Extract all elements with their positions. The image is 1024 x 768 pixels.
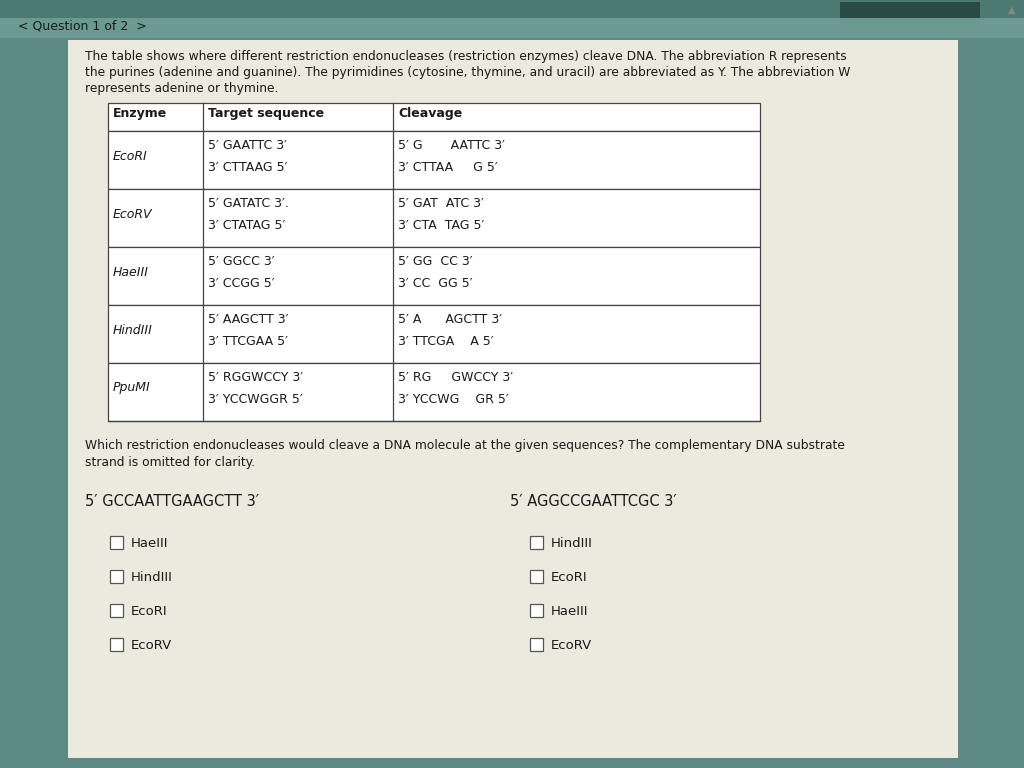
Text: HaeIII: HaeIII xyxy=(113,266,150,279)
Text: 5′ G       AATTC 3′: 5′ G AATTC 3′ xyxy=(398,139,505,152)
Text: 5′ AGGCCGAATTCGC 3′: 5′ AGGCCGAATTCGC 3′ xyxy=(510,494,677,509)
Text: 3′ TTCGA    A 5′: 3′ TTCGA A 5′ xyxy=(398,335,494,348)
Text: strand is omitted for clarity.: strand is omitted for clarity. xyxy=(85,456,255,469)
Bar xyxy=(0,0,1024,20)
Text: 5′ RG     GWCCY 3′: 5′ RG GWCCY 3′ xyxy=(398,371,513,384)
Text: 5′ GAATTC 3′: 5′ GAATTC 3′ xyxy=(208,139,287,152)
Text: the purines (adenine and guanine). The pyrimidines (cytosine, thymine, and uraci: the purines (adenine and guanine). The p… xyxy=(85,66,850,79)
Bar xyxy=(110,536,123,549)
Text: < Question 1 of 2  >: < Question 1 of 2 > xyxy=(18,19,146,32)
Bar xyxy=(110,570,123,583)
Text: 3′ YCCWGGR 5′: 3′ YCCWGGR 5′ xyxy=(208,393,303,406)
Text: EcoRI: EcoRI xyxy=(131,605,168,618)
Text: 5′ GATATC 3′.: 5′ GATATC 3′. xyxy=(208,197,289,210)
Text: 5′ RGGWCCY 3′: 5′ RGGWCCY 3′ xyxy=(208,371,303,384)
Text: HaeIII: HaeIII xyxy=(131,537,169,550)
Text: HindIII: HindIII xyxy=(131,571,173,584)
Text: ▲: ▲ xyxy=(1009,5,1016,15)
Bar xyxy=(108,247,760,305)
Bar xyxy=(840,2,980,18)
Bar xyxy=(530,570,543,583)
Text: EcoRV: EcoRV xyxy=(113,207,153,220)
Text: 5′ GG  CC 3′: 5′ GG CC 3′ xyxy=(398,255,473,268)
Text: 3′ TTCGAA 5′: 3′ TTCGAA 5′ xyxy=(208,335,288,348)
Text: 5′ GGCC 3′: 5′ GGCC 3′ xyxy=(208,255,274,268)
Text: Enzyme: Enzyme xyxy=(113,107,167,120)
Bar xyxy=(108,103,760,131)
Bar xyxy=(108,363,760,421)
Text: 5′ GCCAATTGAAGCTT 3′: 5′ GCCAATTGAAGCTT 3′ xyxy=(85,494,259,509)
Text: 3′ CTTAA     G 5′: 3′ CTTAA G 5′ xyxy=(398,161,498,174)
Text: 5′ AAGCTT 3′: 5′ AAGCTT 3′ xyxy=(208,313,289,326)
Text: EcoRV: EcoRV xyxy=(551,639,592,652)
Bar xyxy=(68,40,958,758)
Bar xyxy=(530,638,543,651)
Bar xyxy=(110,604,123,617)
Bar xyxy=(108,131,760,189)
Bar xyxy=(110,638,123,651)
Text: 3′ CTTAAG 5′: 3′ CTTAAG 5′ xyxy=(208,161,288,174)
Bar xyxy=(530,604,543,617)
Text: 5′ A      AGCTT 3′: 5′ A AGCTT 3′ xyxy=(398,313,502,326)
Text: 3′ CTA  TAG 5′: 3′ CTA TAG 5′ xyxy=(398,219,484,232)
Text: HindIII: HindIII xyxy=(113,323,153,336)
Text: 3′ CTATAG 5′: 3′ CTATAG 5′ xyxy=(208,219,286,232)
Bar xyxy=(0,18,1024,38)
Text: The table shows where different restriction endonucleases (restriction enzymes) : The table shows where different restrict… xyxy=(85,50,847,63)
Text: HaeIII: HaeIII xyxy=(551,605,589,618)
Text: 3′ CC  GG 5′: 3′ CC GG 5′ xyxy=(398,277,473,290)
Text: EcoRI: EcoRI xyxy=(551,571,588,584)
Bar xyxy=(108,305,760,363)
Text: represents adenine or thymine.: represents adenine or thymine. xyxy=(85,82,279,95)
Text: EcoRI: EcoRI xyxy=(113,150,147,163)
Text: Which restriction endonucleases would cleave a DNA molecule at the given sequenc: Which restriction endonucleases would cl… xyxy=(85,439,845,452)
Text: 5′ GAT  ATC 3′: 5′ GAT ATC 3′ xyxy=(398,197,484,210)
Text: Target sequence: Target sequence xyxy=(208,107,325,120)
Text: 3′ CCGG 5′: 3′ CCGG 5′ xyxy=(208,277,274,290)
Bar xyxy=(530,536,543,549)
Text: EcoRV: EcoRV xyxy=(131,639,172,652)
Bar xyxy=(108,189,760,247)
Text: PpuMI: PpuMI xyxy=(113,382,151,395)
Text: Cleavage: Cleavage xyxy=(398,107,462,120)
Text: 3′ YCCWG    GR 5′: 3′ YCCWG GR 5′ xyxy=(398,393,509,406)
Text: HindIII: HindIII xyxy=(551,537,593,550)
